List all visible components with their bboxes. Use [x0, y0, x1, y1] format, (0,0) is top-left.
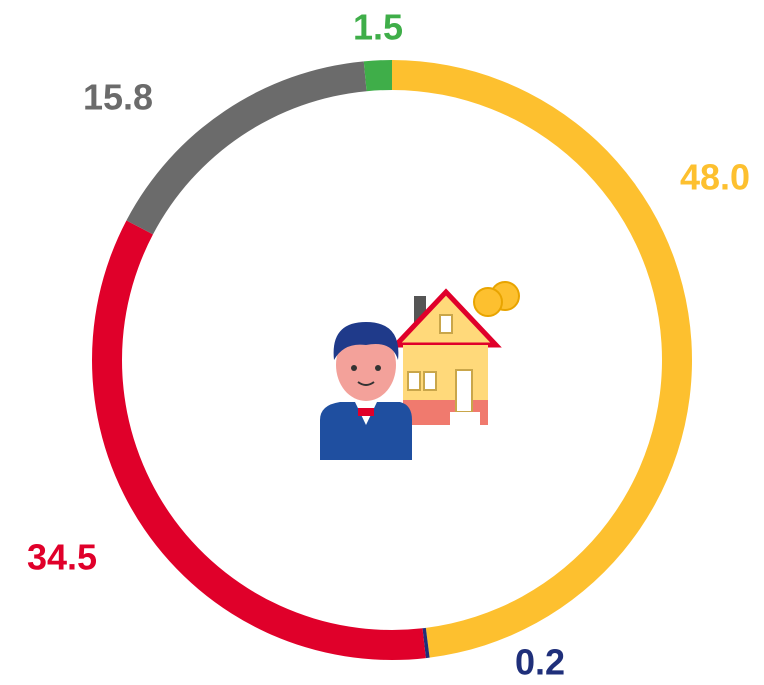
donut-slice	[91, 220, 426, 660]
donut-slice	[126, 61, 367, 235]
donut-slice	[392, 60, 693, 658]
donut-slice	[422, 627, 430, 659]
value-label: 48.0	[680, 157, 750, 198]
value-label: 1.5	[353, 7, 403, 48]
donut-slice	[363, 60, 392, 92]
value-label: 15.8	[83, 77, 153, 118]
value-label: 34.5	[27, 537, 97, 578]
center-icon	[320, 281, 520, 460]
value-label: 0.2	[515, 642, 565, 683]
